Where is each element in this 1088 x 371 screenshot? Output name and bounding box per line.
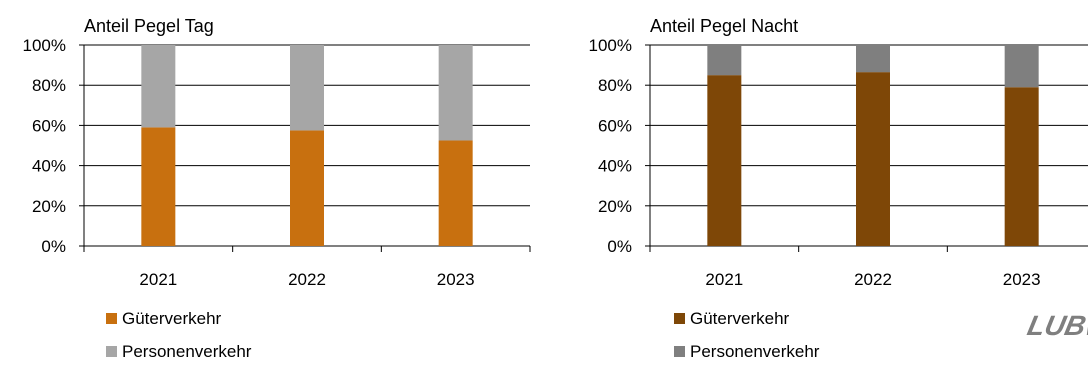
y-tick-label: 60% <box>32 116 66 135</box>
bar-personenverkehr-2022 <box>290 45 324 131</box>
lubw-logo: LUBW <box>1025 309 1088 341</box>
legend-label: Güterverkehr <box>690 309 790 328</box>
bar-gueterverkehr-2023 <box>1004 87 1039 247</box>
chart-panel-night: Anteil Pegel Nacht 0% 20% 40% 60% 80% 100% 2021… <box>589 16 1088 361</box>
y-tick-label: 0% <box>607 237 632 256</box>
bar-gueterverkehr-2022 <box>290 130 324 246</box>
bar-personenverkehr-2022 <box>856 45 890 73</box>
legend-swatch <box>106 346 117 357</box>
bar-personenverkehr-2021 <box>141 45 176 128</box>
y-tick-label: 100% <box>589 36 632 55</box>
bar-personenverkehr-2021 <box>707 45 742 76</box>
lubw-logo-text: LUBW <box>1025 309 1088 341</box>
legend-swatch <box>106 313 117 324</box>
y-tick-label: 60% <box>598 116 632 135</box>
y-tick-label: 20% <box>32 197 66 216</box>
bar-gueterverkehr-2021 <box>707 75 742 247</box>
legend-label: Personenverkehr <box>122 342 252 361</box>
x-tick-label: 2023 <box>437 270 475 289</box>
x-tick-label: 2021 <box>139 270 177 289</box>
bar-personenverkehr-2023 <box>1004 45 1039 88</box>
legend-label: Personenverkehr <box>690 342 820 361</box>
x-tick-label: 2022 <box>854 270 892 289</box>
x-tick-label: 2023 <box>1003 270 1041 289</box>
chart-title: Anteil Pegel Tag <box>84 16 214 36</box>
y-tick-label: 20% <box>598 197 632 216</box>
bar-gueterverkehr-2022 <box>856 72 890 246</box>
chart-panel-day: Anteil Pegel Tag 0% 20% 40% 60% 80% 100% 2021 20… <box>23 16 531 361</box>
bar-gueterverkehr-2021 <box>141 127 176 246</box>
bar-gueterverkehr-2023 <box>438 140 473 246</box>
y-tick-label: 100% <box>23 36 66 55</box>
bar-personenverkehr-2023 <box>438 45 473 141</box>
legend-swatch <box>674 346 685 357</box>
legend-label: Güterverkehr <box>122 309 222 328</box>
y-tick-label: 80% <box>32 76 66 95</box>
x-tick-label: 2021 <box>705 270 743 289</box>
chart-title: Anteil Pegel Nacht <box>650 16 798 36</box>
y-tick-label: 40% <box>32 157 66 176</box>
x-tick-label: 2022 <box>288 270 326 289</box>
y-tick-label: 0% <box>41 237 66 256</box>
y-tick-label: 80% <box>598 76 632 95</box>
legend-swatch <box>674 313 685 324</box>
y-tick-label: 40% <box>598 157 632 176</box>
